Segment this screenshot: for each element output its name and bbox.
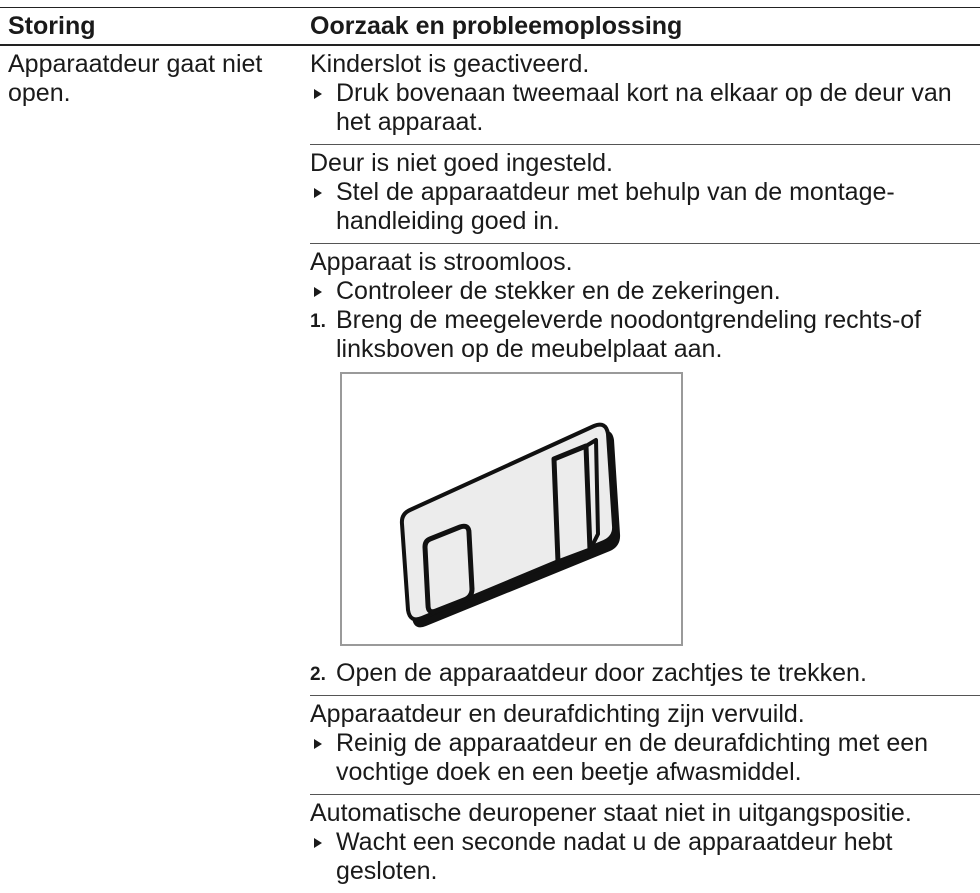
- cause: Automatische deuropener staat niet in ui…: [310, 799, 912, 827]
- header-cell: Storing: [8, 12, 96, 40]
- bullet-step: Druk bovenaan tweemaal kort na elkaar op…: [310, 79, 980, 137]
- plate-hole: [422, 523, 475, 615]
- document: {"table": { "headers": ["Storing", "Oorz…: [0, 7, 980, 885]
- step-number: 1.: [310, 311, 326, 332]
- release-plate-figure: [340, 372, 683, 646]
- step-text: Wacht een seconde nadat u de apparaatdeu…: [336, 828, 893, 885]
- step-text: Controleer de stekker en de zekeringen.: [336, 277, 781, 305]
- cause: Apparaat is stroomloos.: [310, 248, 573, 276]
- bullet-step: Reinig de apparaatdeur en de deurafdicht…: [310, 729, 980, 787]
- step-number: 2.: [310, 664, 326, 685]
- cause-section: Automatische deuropener staat niet in ui…: [310, 795, 980, 893]
- bullet: [314, 739, 322, 749]
- bullet-step: Wacht een seconde nadat u de apparaatdeu…: [310, 828, 980, 886]
- top-rule: [0, 7, 980, 8]
- bullet: [314, 287, 322, 297]
- numbered-step: 1. Breng de meegeleverde noodontgrendelin…: [310, 306, 980, 364]
- cause: Apparaatdeur en deurafdichting zijn verv…: [310, 700, 805, 728]
- fault-cell: Apparaatdeur gaat niet open.: [8, 50, 263, 107]
- bullet: [314, 838, 322, 848]
- step-text: Druk bovenaan tweemaal kort na elkaar op…: [336, 79, 952, 136]
- cause: Deur is niet goed ingesteld.: [310, 149, 613, 177]
- cause-section: Kinderslot is geactiveerd. Druk bovenaan…: [310, 46, 980, 145]
- cause-section: Apparaat is stroomloos. Controleer de st…: [310, 244, 980, 696]
- bullet-step: Stel de apparaatdeur met behulp van de m…: [310, 178, 980, 236]
- bullet-step: Controleer de stekker en de zekeringen.: [310, 277, 980, 306]
- plate-hook-edge: [584, 438, 600, 551]
- cause: Kinderslot is geactiveerd.: [310, 50, 590, 78]
- step-text: Reinig de apparaatdeur en de deurafdicht…: [336, 729, 929, 786]
- numbered-step: 2. Open de apparaatdeur door zachtjes te …: [310, 659, 980, 688]
- header-cell: Oorzaak en probleemoplossing: [310, 12, 683, 40]
- cause-section: Deur is niet goed ingesteld. Stel de app…: [310, 145, 980, 244]
- table-header: Storing Oorzaak en probleemoplossing: [0, 10, 980, 46]
- plate-hook: [551, 443, 593, 565]
- cause-section: Apparaatdeur en deurafdichting zijn verv…: [310, 696, 980, 795]
- step-text: Breng de meegeleverde noodontgrendeling …: [336, 306, 922, 363]
- solution-column: Kinderslot is geactiveerd. Druk bovenaan…: [310, 46, 980, 893]
- bullet: [314, 188, 322, 198]
- bullet: [314, 89, 322, 99]
- page: Storing html, body { margin: 0; padding:…: [0, 7, 980, 885]
- step-text: Stel de apparaatdeur met behulp van de m…: [336, 178, 895, 235]
- step-text: Open de apparaatdeur door zachtjes te tr…: [336, 659, 867, 687]
